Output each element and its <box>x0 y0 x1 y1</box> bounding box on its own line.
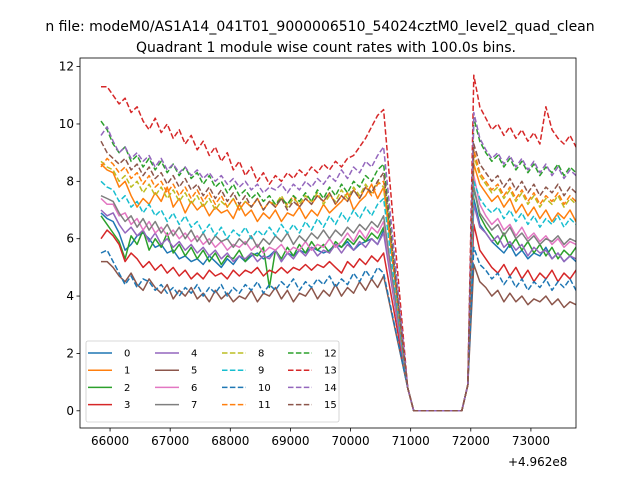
legend-label-3: 3 <box>124 400 130 411</box>
x-tick-label: 72000 <box>452 434 490 448</box>
legend-label-8: 8 <box>258 349 264 360</box>
legend-label-4: 4 <box>191 349 197 360</box>
series-line-13 <box>101 74 576 412</box>
series-line-5 <box>101 260 576 412</box>
series-line-14 <box>100 111 576 412</box>
legend-label-5: 5 <box>191 366 197 377</box>
legend-label-0: 0 <box>124 349 130 360</box>
series-line-2 <box>100 186 576 412</box>
legend-label-2: 2 <box>124 383 130 394</box>
series-line-7 <box>100 186 576 412</box>
x-tick-label: 71000 <box>392 434 430 448</box>
x-tick-label: 70000 <box>331 434 369 448</box>
legend-label-1: 1 <box>124 366 130 377</box>
legend-label-6: 6 <box>191 383 197 394</box>
legend-label-11: 11 <box>258 400 271 411</box>
x-tick-label: 73000 <box>512 434 550 448</box>
figure-suptitle: n file: modeM0/AS1A14_041T01_9000006510_… <box>45 19 594 35</box>
x-tick-label: 68000 <box>211 434 249 448</box>
series-line-1 <box>100 163 576 412</box>
series-line-0 <box>100 197 576 412</box>
legend-label-10: 10 <box>258 383 271 394</box>
series-line-10 <box>100 246 576 412</box>
legend-label-13: 13 <box>324 366 337 377</box>
legend-label-7: 7 <box>191 400 197 411</box>
legend-label-12: 12 <box>324 349 337 360</box>
legend-label-15: 15 <box>324 400 337 411</box>
y-tick-label: 10 <box>59 117 74 131</box>
y-tick-label: 6 <box>66 232 74 246</box>
series-line-8 <box>100 154 576 412</box>
series-group <box>100 74 576 412</box>
legend-box <box>85 340 340 423</box>
y-tick-label: 12 <box>59 60 74 74</box>
series-line-3 <box>100 223 576 412</box>
x-tick-label: 69000 <box>271 434 309 448</box>
y-tick-label: 4 <box>66 289 74 303</box>
series-line-4 <box>100 203 576 412</box>
plot-area <box>100 74 576 412</box>
legend-label-9: 9 <box>258 366 264 377</box>
axes: 66000 67000 68000 69000 70000 71000 72000 73000… <box>59 57 577 448</box>
legend-label-14: 14 <box>324 383 337 394</box>
axes-frame <box>79 57 577 429</box>
x-tick-label: 66000 <box>91 434 129 448</box>
y-tick-label: 8 <box>66 174 74 188</box>
series-line-12 <box>100 117 576 412</box>
x-tick-label: 67000 <box>151 434 189 448</box>
series-line-6 <box>100 174 576 412</box>
chart-title: Quadrant 1 module wise count rates with … <box>136 40 516 56</box>
y-tick-label: 0 <box>66 404 74 418</box>
series-line-9 <box>100 180 576 412</box>
y-tick-label: 2 <box>66 346 74 360</box>
series-line-15 <box>100 140 576 412</box>
x-offset-label: +4.962e8 <box>508 455 567 469</box>
